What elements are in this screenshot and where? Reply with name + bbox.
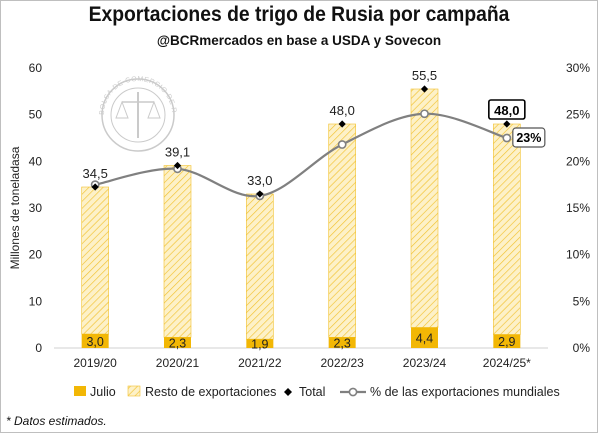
bar-resto — [493, 123, 521, 335]
y-tick-label: 10 — [29, 294, 43, 308]
axes-layer: 0 10 20 30 40 50 60 0% 5% 10% 15% 20% 25% 30% Millones… — [8, 61, 590, 370]
legend-label-share: % de las exportaciones mundiales — [370, 385, 560, 399]
share-label: 23% — [516, 131, 541, 145]
y-tick-label: 40 — [29, 154, 43, 168]
total-label: 55,5 — [412, 68, 437, 83]
legend-label-total: Total — [299, 385, 325, 399]
labels-layer: 34,5 39,1 33,0 48,0 55,5 48,0 3,0 2,3 1,9 2,3 4,4 2… — [83, 68, 546, 352]
y2-tick-label: 30% — [566, 61, 590, 75]
total-marker — [256, 190, 264, 198]
bar-julio — [411, 327, 438, 348]
bar-resto — [410, 88, 439, 328]
x-tick-label: 2020/21 — [156, 356, 200, 370]
chart-subtitle: @BCRmercados en base a USDA y Sovecon — [156, 33, 442, 48]
bar-julio — [246, 339, 274, 348]
svg-text:BOLSA DE COMERCIO DE ROSARIO: BOLSA DE COMERCIO DE ROSARIO — [0, 0, 177, 115]
total-label: 33,0 — [247, 173, 272, 188]
x-tick-label: 2019/20 — [73, 356, 117, 370]
watermark-seal: BOLSA DE COMERCIO DE ROSARIO — [0, 0, 177, 152]
y2-tick-label: 10% — [566, 248, 590, 262]
legend-swatch-julio — [74, 386, 86, 396]
total-label: 48,0 — [330, 103, 355, 118]
julio-label: 2,9 — [498, 335, 515, 349]
x-tick-label: 2021/22 — [238, 356, 282, 370]
share-point — [502, 133, 512, 143]
legend-marker-share — [348, 387, 358, 397]
total-marker — [173, 161, 182, 170]
total-marker — [338, 120, 346, 128]
y-tick-label: 50 — [29, 108, 43, 122]
y2-tick-label: 0% — [573, 341, 591, 355]
line-layer — [90, 85, 512, 201]
share-point — [337, 140, 347, 149]
y-tick-label: 20 — [29, 248, 43, 262]
julio-label: 4,4 — [416, 332, 433, 346]
watermark-text: BOLSA DE COMERCIO DE ROSARIO — [0, 0, 177, 115]
total-label: 39,1 — [165, 145, 190, 160]
y-tick-label: 0 — [35, 341, 42, 355]
y-axis-title: Millones de toneladasa — [8, 146, 22, 269]
bar-resto — [163, 165, 192, 338]
share-label-box — [512, 127, 546, 148]
legend-label-resto: Resto de exportaciones — [145, 385, 276, 399]
legend-marker-total — [284, 388, 292, 396]
x-tick-label: 2023/24 — [403, 356, 447, 370]
total-marker — [503, 120, 511, 128]
x-tick-label: 2024/25* — [483, 356, 531, 370]
y-tick-label: 60 — [29, 61, 43, 75]
legend: Julio Resto de exportaciones Total % de las… — [74, 385, 560, 399]
y2-tick-label: 15% — [566, 201, 590, 215]
total-label: 48,0 — [494, 103, 519, 118]
legend-label-julio: Julio — [90, 385, 116, 399]
y-tick-label: 30 — [29, 201, 43, 215]
bar-resto — [328, 123, 356, 338]
bars-layer — [81, 88, 521, 348]
bar-julio — [81, 334, 109, 348]
total-label-box — [488, 99, 526, 120]
bar-julio — [164, 337, 191, 348]
footnote: * Datos estimados. — [6, 414, 107, 428]
legend-swatch-resto — [127, 385, 141, 397]
julio-label: 2,3 — [169, 337, 186, 351]
chart-title: Exportaciones de trigo de Rusia por camp… — [88, 3, 510, 26]
share-line — [94, 112, 508, 198]
total-marker — [91, 183, 99, 191]
julio-label: 1,9 — [251, 338, 268, 352]
y2-tick-label: 20% — [566, 154, 590, 168]
bar-julio — [493, 334, 521, 348]
share-point — [420, 109, 429, 119]
x-tick-label: 2022/23 — [320, 356, 364, 370]
y2-tick-label: 25% — [566, 108, 590, 122]
julio-label: 3,0 — [86, 335, 103, 349]
total-label: 34,5 — [83, 166, 108, 181]
bar-julio — [328, 337, 356, 348]
y2-tick-label: 5% — [573, 294, 591, 308]
bar-resto — [81, 186, 109, 335]
total-marker — [420, 85, 429, 93]
bar-resto — [246, 193, 274, 340]
julio-label: 2,3 — [333, 337, 350, 351]
